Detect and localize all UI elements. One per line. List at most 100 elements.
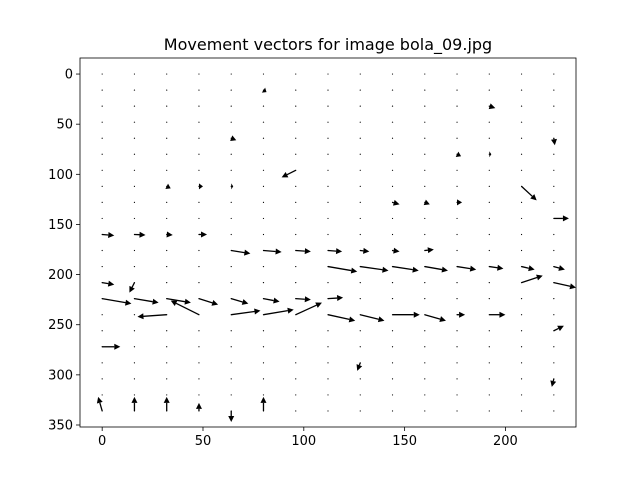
arrow-head (550, 380, 557, 387)
grid-point (327, 89, 329, 91)
arrow-head (423, 199, 430, 206)
grid-point (456, 330, 458, 332)
vector-arrow (263, 248, 282, 255)
grid-point (553, 201, 555, 203)
grid-point (262, 233, 265, 236)
grid-point (262, 346, 265, 348)
arrow-head (152, 298, 159, 305)
arrow-head (427, 247, 434, 254)
grid-point (553, 362, 555, 364)
grid-point (327, 153, 329, 155)
grid-point (488, 410, 490, 412)
grid-point (198, 346, 200, 348)
arrow-shaft (489, 265, 498, 269)
grid-point (520, 201, 523, 203)
grid-point (424, 121, 426, 123)
vector-arrow (424, 314, 446, 322)
grid-point (456, 346, 458, 348)
grid-point (456, 121, 458, 123)
grid-point (391, 346, 394, 348)
grid-point (295, 282, 297, 284)
grid-point (262, 265, 265, 268)
grid-point (166, 265, 168, 268)
vector-arrow (195, 402, 202, 411)
arrow-shaft (231, 249, 245, 254)
grid-point (295, 378, 297, 380)
grid-point (166, 137, 168, 139)
vector-arrow (521, 265, 535, 272)
vector-arrow (166, 231, 173, 238)
grid-point (262, 330, 265, 332)
grid-point (101, 137, 103, 139)
vector-arrow (228, 410, 235, 422)
arrow-head (350, 267, 358, 274)
vector-arrow (102, 280, 115, 287)
grid-point (230, 201, 232, 203)
grid-point (391, 89, 394, 91)
arrow-shaft (392, 265, 413, 271)
grid-point (166, 89, 168, 91)
grid-point (391, 298, 394, 300)
grid-point (424, 153, 426, 155)
grid-point (101, 169, 103, 171)
grid-point (520, 121, 523, 123)
grid-point (198, 169, 200, 171)
vector-arrow (231, 308, 261, 316)
grid-point (327, 73, 329, 75)
grid-point (166, 217, 168, 220)
arrow-head (107, 280, 115, 287)
arrow-head (96, 396, 103, 404)
grid-point (488, 249, 490, 252)
arrow-shaft (327, 249, 337, 252)
grid-point (456, 73, 458, 75)
grid-point (456, 249, 458, 252)
vector-arrow (230, 135, 237, 142)
grid-point (456, 185, 458, 187)
arrow-shaft (360, 265, 383, 271)
grid-point (520, 137, 523, 139)
grid-point (553, 314, 555, 316)
grid-point (101, 394, 103, 396)
grid-point (198, 330, 200, 332)
grid-point (424, 137, 426, 139)
grid-point (262, 217, 265, 220)
vector-arrow (423, 199, 430, 206)
grid-point (166, 105, 168, 107)
arrow-shaft (553, 327, 559, 332)
grid-point (359, 330, 361, 332)
vector-arrow (198, 298, 219, 306)
arrow-shaft (102, 298, 126, 304)
grid-point (230, 346, 232, 348)
vector-arrow (327, 314, 356, 323)
grid-point (198, 282, 200, 284)
x-tick-label: 0 (98, 434, 106, 449)
grid-point (359, 410, 361, 412)
grid-point (424, 362, 426, 364)
arrow-shaft (295, 298, 305, 300)
arrow-head (528, 265, 535, 272)
arrow-shaft (295, 249, 305, 252)
arrow-head (260, 396, 267, 403)
y-tick-label: 200 (48, 268, 73, 283)
grid-point (230, 394, 232, 396)
grid-point (101, 314, 103, 316)
vector-arrow (281, 169, 297, 178)
grid-point (327, 201, 329, 203)
grid-point (295, 185, 297, 187)
axes-frame (79, 57, 577, 428)
grid-point (295, 394, 297, 396)
vector-arrow (456, 265, 477, 272)
grid-point (133, 362, 136, 364)
arrow-head (184, 298, 191, 305)
grid-point (391, 378, 394, 380)
arrow-head (557, 325, 564, 332)
grid-point (553, 169, 555, 171)
grid-point (424, 346, 426, 348)
grid-point (520, 217, 523, 220)
grid-point (230, 330, 232, 332)
grid-point (359, 217, 361, 220)
grid-point (230, 265, 232, 268)
grid-point (520, 89, 523, 91)
arrow-head (137, 313, 144, 320)
